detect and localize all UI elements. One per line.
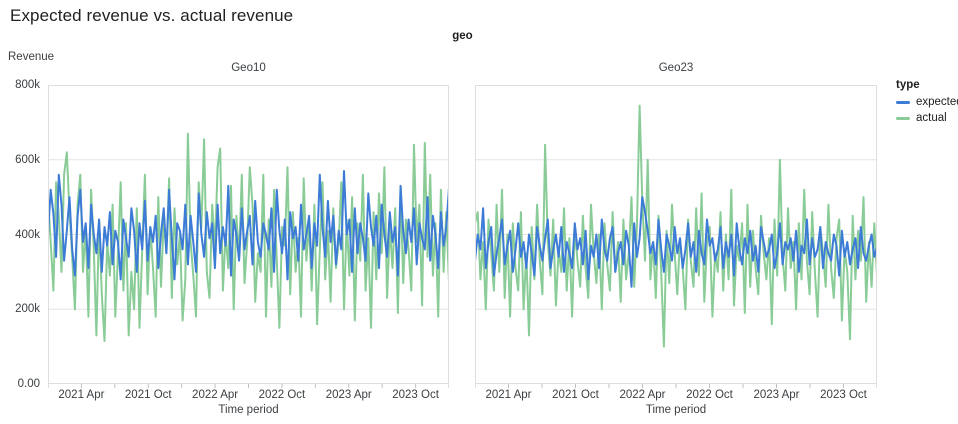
plot-panel-geo23	[474, 85, 878, 389]
x-tick-label: 2022 Apr	[192, 389, 239, 401]
x-tick-label: 2021 Apr	[58, 389, 105, 401]
y-tick-label: 0.00	[17, 378, 40, 390]
page-title: Expected revenue vs. actual revenue	[10, 6, 294, 25]
line-chart-geo10	[47, 85, 450, 388]
facet-title-geo10: Geo10	[231, 62, 266, 74]
actual-line-swatch-icon	[896, 116, 910, 120]
legend-item-actual[interactable]: actual	[896, 112, 958, 124]
expected-line-swatch-icon	[896, 100, 910, 104]
x-axis-title-geo10: Time period	[218, 404, 279, 416]
y-tick-label: 800k	[15, 79, 40, 91]
legend: type expected actual	[896, 79, 958, 128]
x-tick-label: 2021 Oct	[552, 389, 599, 401]
series-actual-line	[474, 104, 878, 348]
x-tick-label: 2023 Oct	[392, 389, 439, 401]
x-tick-label: 2022 Apr	[619, 389, 666, 401]
y-tick-label: 200k	[15, 303, 40, 316]
series-expected-line	[474, 196, 878, 288]
legend-label-expected: expected	[916, 96, 958, 108]
legend-item-expected[interactable]: expected	[896, 96, 958, 108]
series-expected-line	[47, 170, 450, 281]
facet-field-header: geo	[452, 30, 473, 42]
y-axis-title: Revenue	[8, 51, 55, 63]
y-tick-label: 400k	[15, 228, 40, 241]
plot-border	[475, 85, 877, 384]
legend-label-actual: actual	[916, 112, 947, 124]
line-chart-geo23	[474, 85, 878, 388]
x-axis-title-geo23: Time period	[645, 404, 707, 416]
x-tick-label: 2023 Apr	[753, 389, 800, 401]
x-tick-label: 2022 Oct	[258, 389, 306, 401]
plot-panel-geo10	[47, 85, 450, 389]
facet-title-geo23: Geo23	[658, 62, 694, 74]
y-tick-label: 600k	[15, 153, 40, 166]
x-tick-label: 2021 Apr	[485, 389, 532, 401]
x-tick-label: 2022 Oct	[686, 389, 733, 401]
legend-title: type	[896, 79, 920, 91]
plot-border	[48, 85, 449, 384]
x-tick-label: 2023 Oct	[820, 389, 867, 401]
series-actual-line	[47, 132, 450, 342]
x-tick-label: 2021 Oct	[124, 389, 172, 401]
x-tick-label: 2023 Apr	[325, 389, 372, 401]
